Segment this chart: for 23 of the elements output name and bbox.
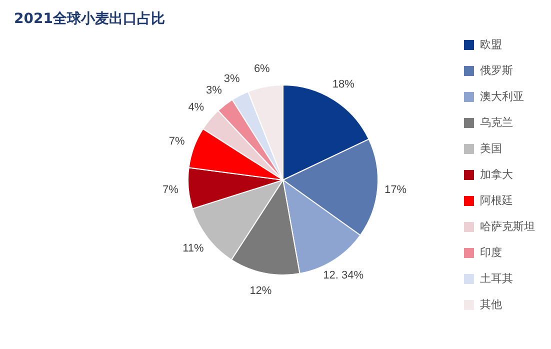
chart-title: 2021全球小麦出口占比 bbox=[14, 10, 165, 28]
data-label: 3% bbox=[224, 73, 240, 86]
legend-label: 哈萨克斯坦 bbox=[480, 219, 535, 234]
data-label: 3% bbox=[206, 84, 222, 97]
legend-label: 印度 bbox=[480, 245, 502, 260]
legend-label: 阿根廷 bbox=[480, 193, 513, 208]
data-label: 4% bbox=[188, 102, 204, 114]
data-label: 11% bbox=[182, 242, 204, 255]
legend-label: 澳大利亚 bbox=[480, 89, 524, 104]
legend-label: 美国 bbox=[480, 141, 502, 156]
legend-label: 欧盟 bbox=[480, 37, 502, 52]
legend-label: 其他 bbox=[480, 297, 502, 312]
data-label: 6% bbox=[254, 62, 270, 75]
data-label: 7% bbox=[168, 135, 186, 148]
data-label: 12. 34% bbox=[323, 270, 364, 282]
data-label: 18% bbox=[332, 78, 355, 90]
legend-label: 加拿大 bbox=[480, 167, 513, 182]
data-label: 7% bbox=[162, 184, 179, 196]
legend-label: 乌克兰 bbox=[480, 115, 513, 130]
data-label: 17% bbox=[384, 184, 407, 196]
legend-label: 俄罗斯 bbox=[480, 63, 513, 78]
data-label: 12% bbox=[250, 284, 272, 297]
legend-label: 土耳其 bbox=[480, 271, 513, 286]
